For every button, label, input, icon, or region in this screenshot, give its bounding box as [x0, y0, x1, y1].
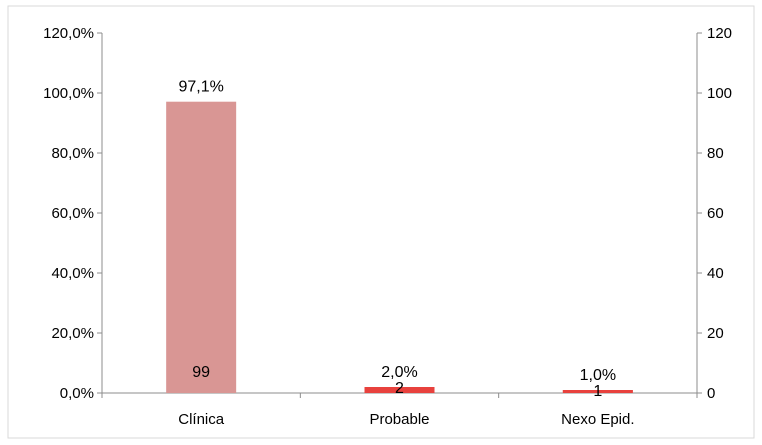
right-tick-label: 0 [707, 385, 715, 402]
category-label: Nexo Epid. [561, 411, 634, 428]
right-tick-label: 60 [707, 205, 724, 222]
left-tick-label: 20,0% [51, 325, 94, 342]
category-label: Clínica [178, 411, 225, 428]
category-label: Probable [369, 411, 429, 428]
right-tick-label: 80 [707, 145, 724, 162]
right-tick-label: 120 [707, 25, 732, 42]
left-tick-label: 40,0% [51, 265, 94, 282]
left-tick-label: 80,0% [51, 145, 94, 162]
data-label-percent: 97,1% [178, 79, 223, 96]
data-label-count: 1 [593, 383, 602, 400]
data-label-percent: 2,0% [381, 364, 417, 381]
data-label-count: 2 [395, 380, 404, 397]
left-tick-label: 0,0% [60, 385, 94, 402]
right-tick-label: 40 [707, 265, 724, 282]
data-label-percent: 1,0% [580, 367, 616, 384]
data-label-count: 99 [192, 364, 210, 381]
right-tick-label: 100 [707, 85, 732, 102]
left-tick-label: 60,0% [51, 205, 94, 222]
right-tick-label: 20 [707, 325, 724, 342]
bar-count-1 [364, 387, 435, 393]
chart-border [7, 5, 755, 439]
bar-count-2 [562, 390, 633, 393]
left-tick-label: 120,0% [43, 25, 94, 42]
bar-percent-0 [166, 101, 237, 393]
left-tick-label: 100,0% [43, 85, 94, 102]
bar-count-0 [166, 96, 236, 393]
